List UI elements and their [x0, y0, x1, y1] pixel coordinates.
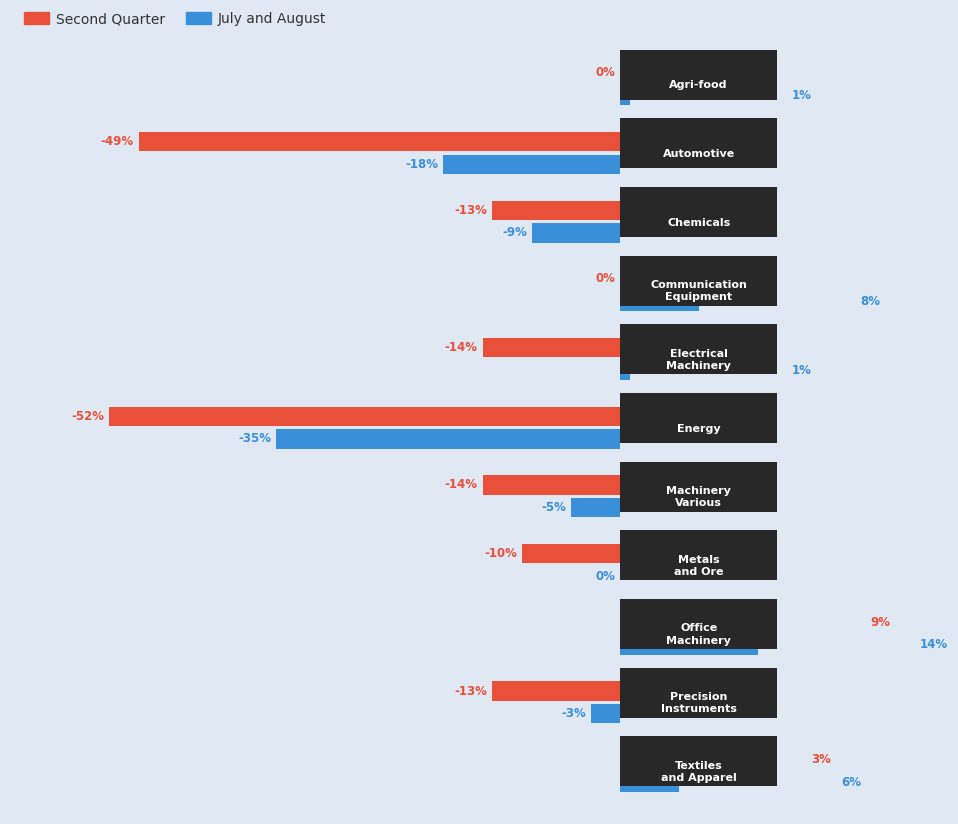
FancyBboxPatch shape: [620, 737, 777, 786]
Text: Agri-food: Agri-food: [670, 80, 728, 90]
Bar: [276, 429, 620, 448]
Text: 6%: 6%: [841, 776, 861, 789]
Text: Machinery
Various: Machinery Various: [666, 486, 731, 508]
Bar: [620, 773, 679, 792]
Bar: [444, 155, 620, 174]
FancyBboxPatch shape: [620, 667, 777, 718]
Bar: [522, 544, 620, 564]
Text: 0%: 0%: [595, 67, 615, 79]
Text: 3%: 3%: [811, 753, 832, 766]
Text: Energy: Energy: [677, 424, 720, 433]
Text: 8%: 8%: [860, 295, 880, 308]
Text: Precision
Instruments: Precision Instruments: [661, 692, 737, 714]
Bar: [492, 201, 620, 220]
Bar: [620, 750, 650, 770]
Text: Communication
Equipment: Communication Equipment: [650, 280, 747, 302]
Bar: [492, 681, 620, 700]
FancyBboxPatch shape: [620, 255, 777, 306]
Text: -18%: -18%: [405, 158, 439, 171]
Bar: [620, 361, 630, 380]
Bar: [139, 132, 620, 152]
Bar: [483, 338, 620, 358]
FancyBboxPatch shape: [620, 531, 777, 580]
Text: Office
Machinery: Office Machinery: [666, 623, 731, 646]
FancyBboxPatch shape: [620, 325, 777, 374]
Bar: [571, 498, 620, 517]
Bar: [620, 292, 698, 311]
Text: -9%: -9%: [502, 227, 527, 240]
Text: Metals
and Ore: Metals and Ore: [673, 555, 723, 577]
Text: 1%: 1%: [792, 89, 811, 102]
Text: Textiles
and Apparel: Textiles and Apparel: [661, 761, 737, 783]
Text: -14%: -14%: [445, 479, 478, 491]
FancyBboxPatch shape: [620, 187, 777, 237]
Text: 14%: 14%: [920, 639, 947, 652]
Bar: [109, 407, 620, 426]
Text: -14%: -14%: [445, 341, 478, 354]
Text: -49%: -49%: [101, 135, 134, 148]
Text: 0%: 0%: [595, 570, 615, 583]
Text: -13%: -13%: [455, 204, 488, 217]
Text: Automotive: Automotive: [663, 149, 735, 159]
Text: Electrical
Machinery: Electrical Machinery: [666, 349, 731, 371]
Text: -10%: -10%: [484, 547, 517, 560]
Text: -35%: -35%: [239, 433, 271, 446]
Legend: Second Quarter, July and August: Second Quarter, July and August: [18, 7, 331, 31]
Bar: [620, 635, 758, 654]
Text: 1%: 1%: [792, 364, 811, 377]
Bar: [620, 613, 709, 632]
Text: 0%: 0%: [595, 273, 615, 285]
Bar: [590, 704, 620, 723]
Bar: [532, 223, 620, 242]
FancyBboxPatch shape: [620, 461, 777, 512]
Bar: [483, 475, 620, 494]
Text: -5%: -5%: [541, 501, 566, 514]
Text: -3%: -3%: [561, 707, 585, 720]
FancyBboxPatch shape: [620, 393, 777, 443]
FancyBboxPatch shape: [620, 119, 777, 168]
Text: -13%: -13%: [455, 685, 488, 697]
Text: Chemicals: Chemicals: [667, 218, 730, 227]
Text: 9%: 9%: [871, 616, 891, 629]
FancyBboxPatch shape: [620, 599, 777, 649]
FancyBboxPatch shape: [620, 49, 777, 100]
Text: -52%: -52%: [72, 410, 104, 423]
Bar: [620, 86, 630, 105]
